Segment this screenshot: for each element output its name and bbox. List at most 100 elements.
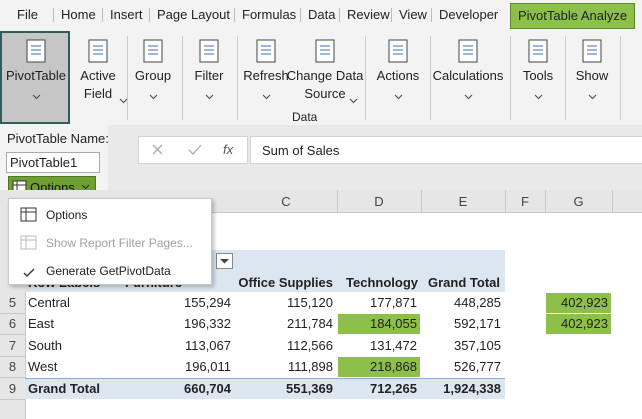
tab-separator: [300, 8, 301, 22]
cell: 660,704: [184, 380, 231, 396]
name-label: PivotTable Name:: [7, 131, 109, 146]
ribbon-button-label[interactable]: Refresh: [243, 68, 289, 83]
column-border: [612, 190, 613, 212]
cell: 155,294: [184, 295, 231, 310]
group-separator: [237, 36, 238, 120]
row-label: South: [28, 337, 62, 353]
tab-separator: [431, 8, 432, 22]
header-cell: Grand Total: [428, 275, 500, 290]
ribbon-button-label[interactable]: Filter: [194, 68, 224, 83]
icon: [197, 38, 221, 67]
tab-separator: [102, 8, 103, 22]
group-label: Data: [292, 110, 318, 124]
ribbon-tab[interactable]: View: [399, 7, 427, 22]
cell: 1,924,338: [443, 380, 501, 396]
group-separator: [127, 36, 128, 120]
ribbon-button-label[interactable]: Field: [83, 86, 113, 101]
group-separator: [365, 36, 366, 120]
menu-item: Show Report Filter Pages...: [46, 236, 193, 250]
group-separator: [182, 36, 183, 120]
cell: 526,777: [454, 359, 501, 375]
column-header: C: [281, 194, 291, 209]
icon: [588, 88, 597, 103]
ribbon-button-label[interactable]: Change Data: [286, 68, 364, 83]
cell: 131,472: [370, 337, 417, 353]
icon: [313, 38, 337, 67]
ribbon-button-label[interactable]: Show: [575, 68, 609, 83]
tab-separator: [339, 8, 340, 22]
ribbon-tab[interactable]: Formulas: [242, 7, 297, 22]
cell: 218,868: [370, 359, 417, 375]
tab-separator: [53, 8, 54, 22]
ribbon-button-label[interactable]: Active: [80, 68, 116, 83]
icon: [534, 88, 543, 103]
name-value: PivotTable1: [10, 155, 78, 170]
ribbon-tab[interactable]: Page Layout: [157, 7, 231, 22]
row-border: [0, 313, 25, 314]
ribbon-tab[interactable]: Data: [308, 7, 336, 22]
tab-separator: [391, 8, 392, 22]
fx-label: fx: [223, 142, 234, 157]
row-border: [0, 377, 25, 379]
icon: [23, 266, 35, 281]
icon: [386, 38, 410, 67]
dropdown-menu: Options Show Report Filter Pages... Genera…: [8, 198, 212, 285]
cell: 712,265: [370, 380, 417, 396]
column-border: [505, 190, 506, 212]
ribbon-tab[interactable]: Home: [61, 7, 96, 22]
cell: 592,171: [454, 316, 501, 332]
ribbon-button-label[interactable]: Calculations: [432, 68, 504, 83]
row-label: East: [28, 316, 55, 332]
icon: [24, 38, 48, 67]
cell: 115,120: [286, 295, 333, 310]
tab-separator: [149, 8, 150, 22]
ribbon-tab[interactable]: Insert: [110, 7, 143, 22]
icon: [262, 88, 271, 103]
icon: [119, 92, 128, 107]
cell: 448,285: [454, 295, 501, 310]
ribbon-button-label[interactable]: Group: [134, 68, 172, 83]
formula-buttons: fx: [138, 136, 248, 164]
ribbon-button-label[interactable]: Actions: [376, 68, 420, 83]
highlight: [338, 357, 420, 378]
row-border: [0, 398, 25, 400]
cell: 402,923: [561, 316, 608, 332]
icon: [86, 38, 110, 67]
icon: [526, 38, 550, 67]
pivot-panel: PivotTable Name: PivotTable1 Options: [0, 125, 109, 200]
icon: [20, 207, 38, 226]
row-border: [0, 334, 25, 336]
ribbon-tab[interactable]: File: [17, 7, 38, 22]
ribbon-tab[interactable]: Review: [347, 7, 390, 22]
menu-item[interactable]: Options: [46, 208, 88, 222]
cell: 402,923: [561, 295, 608, 310]
cell: 111,898: [287, 359, 333, 375]
ribbon-tab[interactable]: PivotTable Analyze: [510, 3, 636, 29]
icon: [149, 88, 158, 103]
cell: 357,105: [454, 337, 501, 353]
formula-input[interactable]: Sum of Sales: [250, 136, 642, 164]
row-label: West: [28, 359, 58, 375]
row-number: 6: [8, 316, 17, 332]
header-cell: Technology: [346, 275, 418, 290]
ribbon-button-label[interactable]: Source: [304, 86, 346, 101]
name-input[interactable]: PivotTable1: [6, 152, 100, 173]
menu-item[interactable]: Generate GetPivotData: [46, 264, 171, 278]
tab-separator: [234, 8, 235, 22]
group-separator: [510, 36, 511, 120]
cell: 177,871: [370, 295, 417, 310]
cell: 211,784: [286, 316, 333, 332]
row-label: Central: [28, 295, 70, 310]
icon: [216, 253, 233, 272]
ribbon-button-label[interactable]: PivotTable: [6, 68, 66, 83]
cell: 112,566: [286, 337, 333, 353]
highlight: [546, 293, 611, 313]
group-separator: [430, 36, 431, 120]
ribbon-tab[interactable]: Developer: [439, 7, 499, 22]
icon: [456, 38, 480, 67]
icon: [141, 38, 165, 67]
column-header: D: [374, 194, 384, 209]
ribbon-button-label[interactable]: Tools: [522, 68, 554, 83]
column-border: [337, 190, 338, 212]
